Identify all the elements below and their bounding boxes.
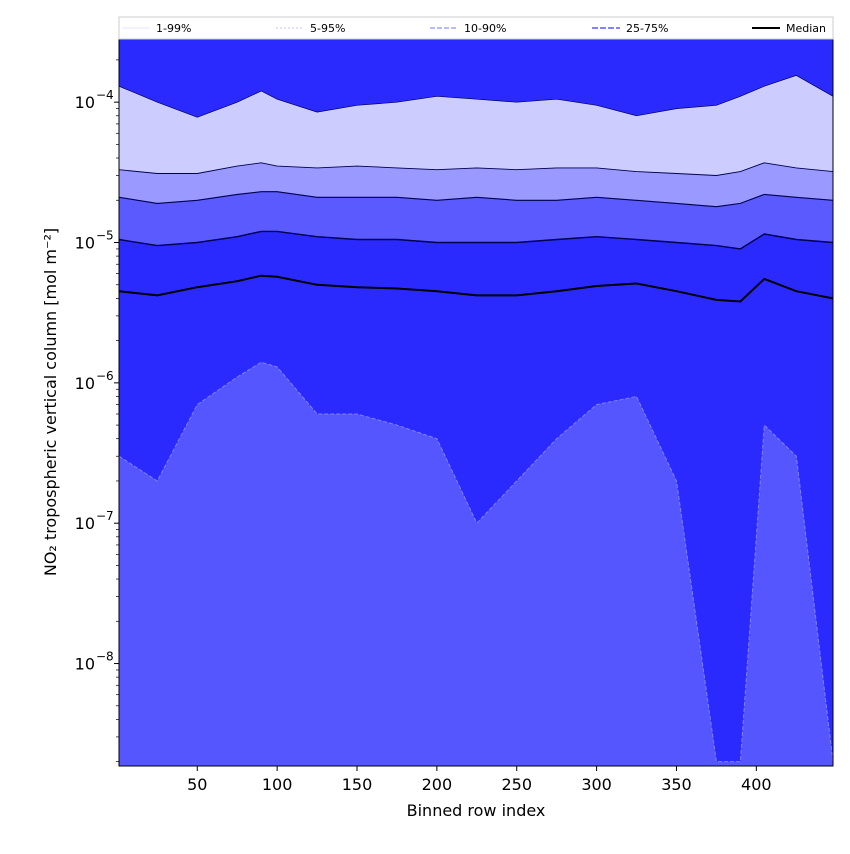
x-tick-label: 200 [422,775,453,794]
x-tick-label: 100 [262,775,293,794]
legend-item: 25-75% [592,22,668,35]
y-tick-label: 10 [75,234,95,253]
x-tick-label: 250 [501,775,532,794]
y-tick-label: 10 [75,374,95,393]
line-90 [119,191,833,208]
y-axis-ticks: 10−410−510−610−710−8 [75,59,119,762]
legend-item: 1-99% [122,22,191,35]
band-lower-25 [119,362,833,766]
y-axis-label: NO₂ tropospheric vertical column [mol m⁻… [41,228,60,576]
legend-item: 10-90% [430,22,506,35]
x-tick-label: 50 [187,775,207,794]
x-tick-label: 350 [661,775,692,794]
line-95 [119,162,833,176]
y-tick-exponent: −4 [96,88,114,102]
x-axis-label: Binned row index [407,801,546,820]
legend: 1-99% 5-95% 10-90% 25-75% Median [118,16,834,40]
legend-label: 25-75% [626,22,668,35]
legend-label: 5-95% [310,22,345,35]
legend-label: 10-90% [464,22,506,35]
band-1-99 [119,75,833,176]
x-tick-label: 300 [581,775,612,794]
legend-label: Median [786,22,826,35]
y-tick-exponent: −8 [96,650,114,664]
legend-item: Median [752,22,826,35]
legend-label: 1-99% [156,22,191,35]
legend-box [118,16,834,40]
line-99 [119,75,833,118]
percentile-lines [119,75,833,763]
y-tick-exponent: −7 [96,509,114,523]
line-75 [119,230,833,250]
y-tick-exponent: −5 [96,229,114,243]
x-tick-label: 150 [342,775,373,794]
median-line [119,274,833,303]
band-10-90 [119,191,833,249]
y-tick-label: 10 [75,514,95,533]
line-25 [119,361,833,763]
legend-item: 5-95% [276,22,345,35]
x-tick-label: 400 [741,775,772,794]
band-5-95 [119,162,833,207]
y-tick-exponent: −6 [96,369,114,383]
percentile-bands [119,39,833,766]
y-tick-label: 10 [75,93,95,112]
y-tick-label: 10 [75,655,95,674]
x-axis-ticks: 50 100 150 200 250 300 350 400 [187,766,772,794]
